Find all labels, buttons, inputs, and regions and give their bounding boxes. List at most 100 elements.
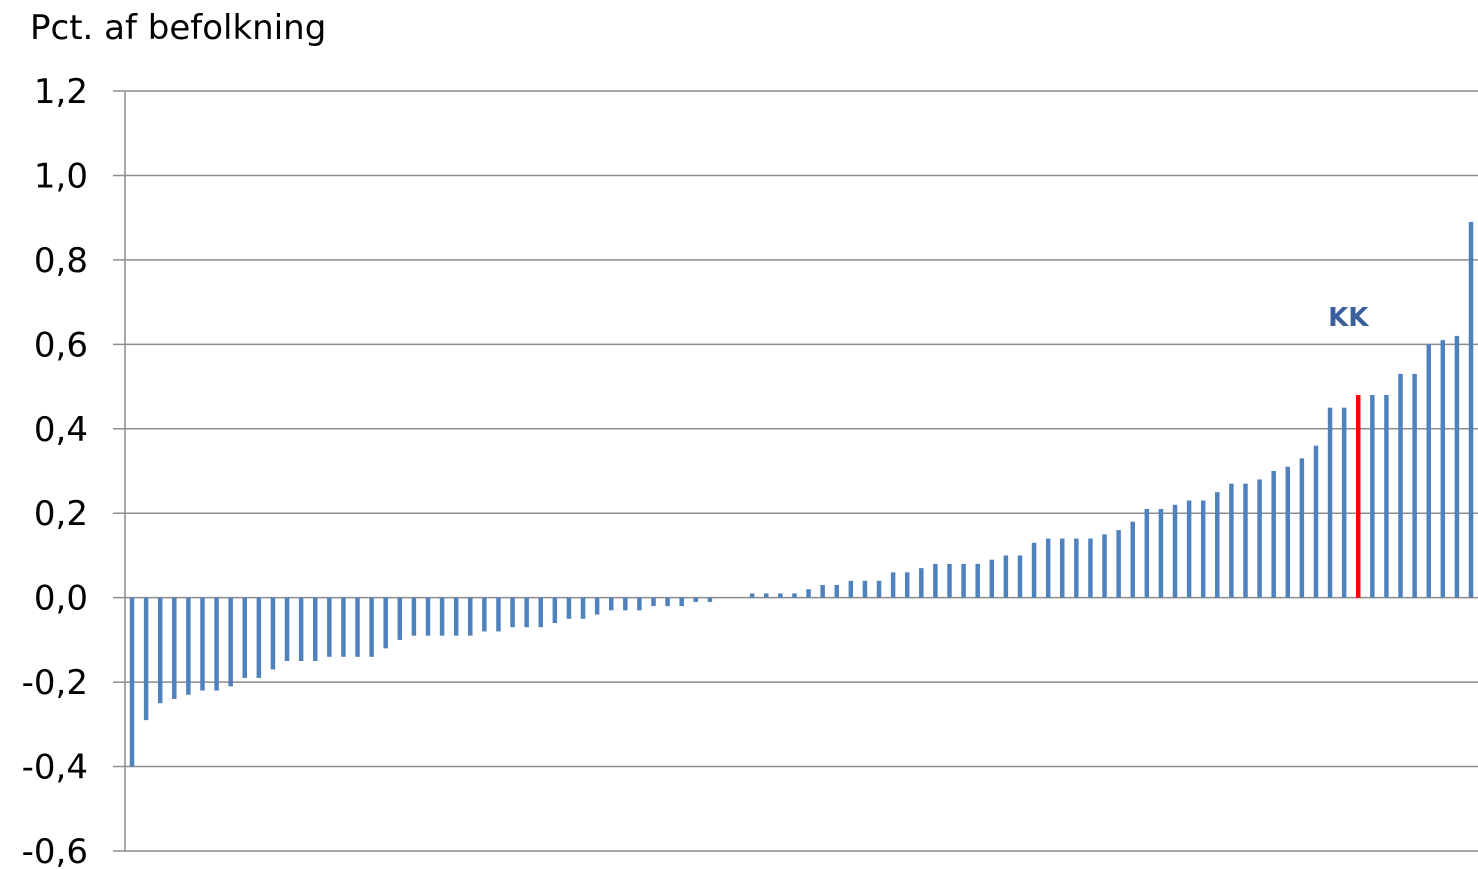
y-tick-label: 0,2 bbox=[34, 494, 88, 534]
bar bbox=[1017, 555, 1023, 598]
bar bbox=[1031, 542, 1037, 598]
bars bbox=[129, 221, 1474, 767]
bar bbox=[1341, 407, 1347, 598]
bar bbox=[679, 597, 684, 607]
bar bbox=[270, 597, 276, 670]
bar bbox=[637, 597, 642, 611]
bar bbox=[904, 572, 910, 598]
annotations: KK bbox=[1328, 303, 1369, 333]
bar bbox=[651, 597, 656, 607]
bar bbox=[933, 563, 938, 598]
bar bbox=[693, 597, 699, 602]
bar bbox=[1158, 509, 1164, 598]
bar bbox=[1285, 466, 1291, 598]
y-tick-label: 0,0 bbox=[34, 579, 88, 619]
bar bbox=[820, 585, 825, 598]
bar bbox=[608, 597, 614, 611]
bar bbox=[1074, 538, 1079, 598]
bar bbox=[327, 597, 332, 657]
bar bbox=[834, 585, 839, 598]
bar bbox=[665, 597, 670, 607]
bar bbox=[1088, 538, 1093, 598]
bar bbox=[369, 597, 374, 657]
bar bbox=[186, 597, 191, 695]
bar bbox=[1243, 483, 1248, 598]
bar bbox=[707, 597, 713, 602]
bar bbox=[947, 563, 952, 598]
bar bbox=[1271, 471, 1276, 598]
bar bbox=[1327, 407, 1333, 598]
bar bbox=[1398, 373, 1403, 598]
bar bbox=[975, 563, 980, 598]
bar bbox=[890, 572, 896, 598]
y-tick-label: 0,4 bbox=[34, 410, 88, 450]
bar bbox=[1384, 395, 1389, 598]
bar bbox=[1060, 538, 1065, 598]
bar bbox=[862, 580, 868, 598]
bar bbox=[1144, 509, 1150, 598]
bar bbox=[1454, 335, 1460, 598]
bar bbox=[157, 597, 163, 704]
bar bbox=[242, 597, 248, 678]
bar bbox=[312, 597, 318, 661]
bar bbox=[1257, 479, 1262, 598]
bar bbox=[594, 597, 600, 615]
bar bbox=[298, 597, 304, 661]
bar bbox=[355, 597, 360, 657]
annotation-label: KK bbox=[1328, 303, 1369, 333]
bar bbox=[848, 580, 854, 598]
bar bbox=[989, 559, 995, 598]
bar bbox=[1299, 458, 1305, 598]
bar bbox=[1003, 555, 1009, 598]
bar bbox=[1200, 500, 1206, 598]
bar bbox=[1229, 483, 1234, 598]
bar bbox=[468, 597, 473, 636]
bar bbox=[510, 597, 515, 628]
bar bbox=[397, 597, 403, 640]
bar bbox=[143, 597, 149, 721]
bar bbox=[214, 597, 219, 691]
bar bbox=[876, 580, 882, 598]
bar bbox=[778, 593, 783, 598]
y-tick-label: 0,8 bbox=[34, 241, 88, 281]
bar bbox=[806, 589, 811, 598]
y-axis-title: Pct. af befolkning bbox=[30, 8, 327, 48]
bar bbox=[566, 597, 572, 619]
bar bbox=[228, 597, 233, 687]
bar bbox=[749, 593, 755, 598]
y-tick-label: -0,4 bbox=[22, 748, 88, 788]
bar bbox=[482, 597, 487, 632]
bar bbox=[439, 597, 445, 636]
bar bbox=[453, 597, 459, 636]
bar bbox=[764, 593, 769, 598]
bar bbox=[1102, 534, 1107, 598]
bar bbox=[1116, 530, 1121, 598]
bar bbox=[1186, 500, 1192, 598]
bar bbox=[1045, 538, 1051, 598]
bar bbox=[256, 597, 262, 678]
bar bbox=[1370, 395, 1375, 598]
bar bbox=[961, 563, 966, 598]
gridlines bbox=[113, 90, 1478, 852]
bar bbox=[1130, 521, 1135, 598]
bar bbox=[538, 597, 543, 628]
bar bbox=[1426, 344, 1431, 598]
bar bbox=[172, 597, 177, 699]
bar bbox=[383, 597, 388, 649]
bar bbox=[1440, 340, 1446, 598]
bar bbox=[341, 597, 346, 657]
bar bbox=[1412, 373, 1417, 598]
bar bbox=[200, 597, 205, 691]
y-tick-label: 1,2 bbox=[34, 72, 88, 112]
bar bbox=[580, 597, 586, 619]
bar bbox=[425, 597, 431, 636]
bar bbox=[792, 593, 797, 598]
bar bbox=[919, 568, 924, 598]
bar-highlighted bbox=[1355, 395, 1361, 598]
bar bbox=[496, 597, 501, 632]
y-tick-label: 0,6 bbox=[34, 325, 88, 365]
bar bbox=[129, 597, 135, 767]
bar bbox=[1313, 445, 1319, 598]
bar bbox=[552, 597, 558, 623]
